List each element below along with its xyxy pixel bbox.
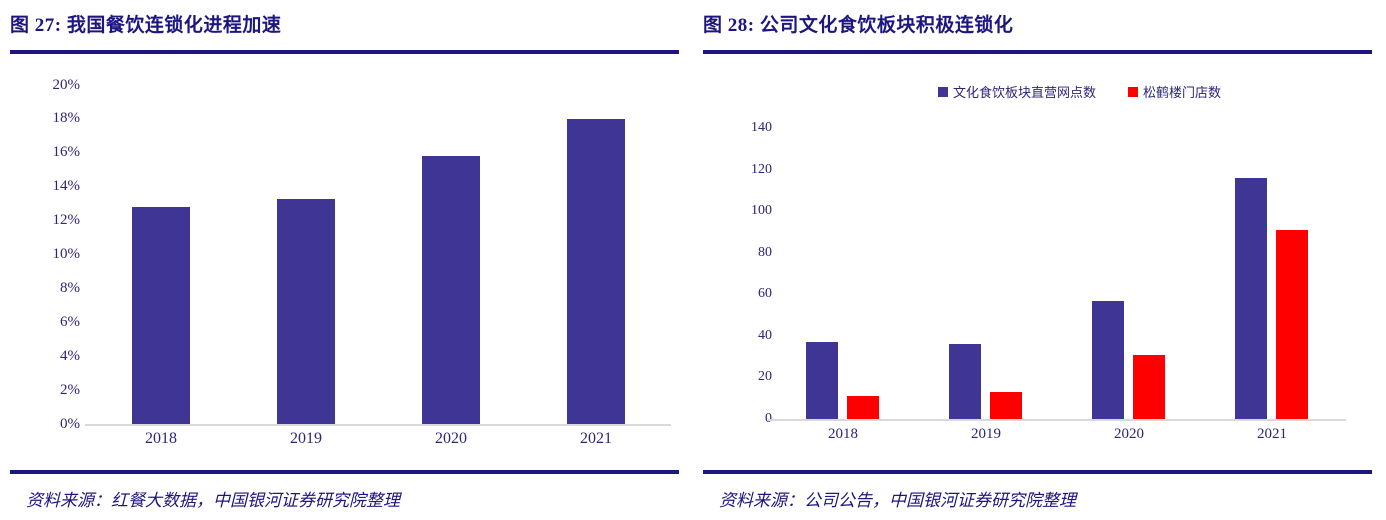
bar-2019-文化食饮板块直营网点数 xyxy=(949,344,981,419)
bar-2021-松鹤楼门店数 xyxy=(1276,230,1308,419)
legend-swatch-icon xyxy=(937,86,948,97)
y-axis-tick-label: 16% xyxy=(52,144,81,161)
x-axis-category-label: 2021 xyxy=(580,430,612,447)
y-axis-tick-label: 2% xyxy=(60,381,80,398)
legend-item: 松鹤楼门店数 xyxy=(1128,82,1221,101)
figure-28-bar-chart: 0 20 40 60 80 100 120 140 2018 2019 2020 2021 文化食饮板块… xyxy=(693,0,1386,466)
figure-28-source: 资料来源：公司公告，中国银河证券研究院整理 xyxy=(719,491,1076,510)
bar-2019 xyxy=(277,199,335,424)
legend-label: 松鹤楼门店数 xyxy=(1143,85,1222,100)
x-axis-category-label: 2019 xyxy=(290,430,322,447)
x-axis-category-label: 2020 xyxy=(435,430,467,447)
bar-2020-文化食饮板块直营网点数 xyxy=(1092,301,1124,419)
x-axis-line xyxy=(85,424,671,426)
legend-swatch-icon xyxy=(1128,86,1138,97)
y-axis-tick-label: 40 xyxy=(758,327,772,343)
y-axis-tick-label: 20 xyxy=(758,369,772,385)
legend-item: 文化食饮板块直营网点数 xyxy=(937,82,1096,101)
figure-27-footer-rule xyxy=(10,470,679,474)
y-axis-tick-label: 18% xyxy=(52,110,81,127)
y-axis-tick-label: 8% xyxy=(60,279,80,296)
bar-2018-文化食饮板块直营网点数 xyxy=(806,342,838,419)
x-axis-category-label: 2021 xyxy=(1257,426,1287,442)
figure-28-title-rule xyxy=(703,50,1372,54)
bar-2018-松鹤楼门店数 xyxy=(847,396,879,419)
y-axis-tick-label: 100 xyxy=(751,203,772,219)
figure-28-title: 图 28: 公司文化食饮板块积极连锁化 xyxy=(703,15,1014,36)
figure-27-panel: 图 27: 我国餐饮连锁化进程加速 0% 2% 4% 6% 8% 10% 12% 14% 16%… xyxy=(0,0,693,510)
y-axis-tick-label: 10% xyxy=(52,246,81,262)
figure-27-title-rule xyxy=(10,50,679,54)
figure-27-bar-chart: 0% 2% 4% 6% 8% 10% 12% 14% 16% 18% 20% 2018 2019 2020… xyxy=(0,0,693,466)
y-axis-tick-label: 20% xyxy=(52,76,81,93)
y-axis-tick-label: 0% xyxy=(60,415,80,432)
chart-legend: 文化食饮板块直营网点数 松鹤楼门店数 xyxy=(733,82,1386,101)
y-axis-tick-label: 140 xyxy=(751,120,772,135)
bar-2019-松鹤楼门店数 xyxy=(990,392,1022,419)
y-axis-tick-label: 12% xyxy=(52,212,81,229)
bar-2020-松鹤楼门店数 xyxy=(1133,355,1165,419)
y-axis-tick-label: 0 xyxy=(693,410,772,428)
y-axis-tick-label: 60 xyxy=(758,286,772,302)
bar-2021 xyxy=(567,119,625,424)
bar-2018 xyxy=(132,207,190,424)
figure-28-footer-rule xyxy=(703,470,1372,474)
x-axis-line xyxy=(768,419,1346,421)
figure-27-title: 图 27: 我国餐饮连锁化进程加速 xyxy=(10,15,282,36)
y-axis-tick-label: 80 xyxy=(758,244,772,260)
x-axis-category-label: 2020 xyxy=(1114,426,1144,442)
x-axis-category-label: 2018 xyxy=(828,426,858,442)
figure-27-source: 资料来源：红餐大数据，中国银河证券研究院整理 xyxy=(26,491,400,510)
x-axis-category-label: 2018 xyxy=(145,430,177,447)
y-axis-tick-label: 4% xyxy=(60,347,80,364)
y-axis-tick-label: 120 xyxy=(751,161,772,177)
figure-28-panel: 图 28: 公司文化食饮板块积极连锁化 0 20 40 60 80 100 120 140 20… xyxy=(693,0,1386,520)
x-axis-category-label: 2019 xyxy=(971,426,1001,442)
bar-2021-文化食饮板块直营网点数 xyxy=(1235,178,1267,419)
y-axis-tick-label: 6% xyxy=(60,313,80,330)
legend-label: 文化食饮板块直营网点数 xyxy=(952,85,1096,100)
bar-2020 xyxy=(422,156,480,424)
y-axis-tick-label: 14% xyxy=(52,178,81,195)
